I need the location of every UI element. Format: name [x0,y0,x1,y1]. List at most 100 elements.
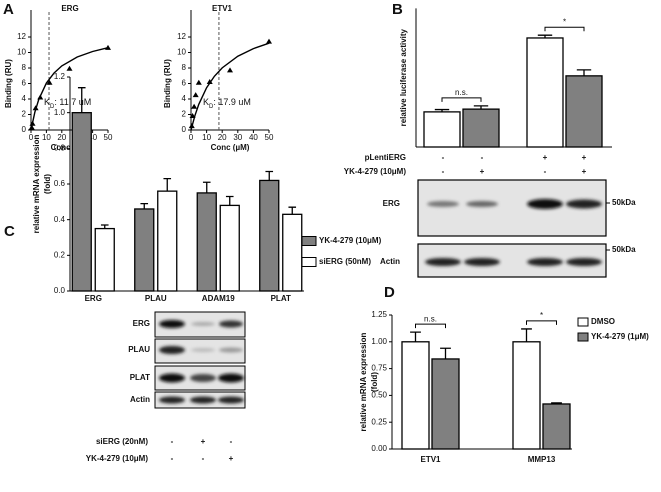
error-bar [473,105,489,110]
significance-label: * [563,17,566,26]
bar [401,341,430,450]
kd-value: : 17.9 uM [213,97,251,107]
blot-label: Actin [380,257,400,266]
x-tick-label: 20 [57,133,66,142]
y-tick-label: 0.4 [54,215,66,224]
x-tick-label: 0 [189,133,194,142]
bar [94,227,115,292]
condition-label: pLentiERG [365,153,406,162]
y-tick-label: 2 [182,110,187,119]
condition-sign: - [442,167,445,176]
y-tick-label: 12 [17,32,26,41]
y-tick-label: 0.2 [54,250,66,259]
legend-swatch [301,257,317,267]
x-tick-label: 0 [29,133,34,142]
y-axis-label: relative mRNA expression [359,332,368,431]
x-tick-label: 50 [265,133,274,142]
y-tick-label: 0.8 [54,143,66,152]
x-tick-label: ERG [85,294,102,303]
y-tick-label: 10 [17,48,26,57]
panel-label: C [4,223,15,240]
condition-label: YK-4-279 (10μM) [344,167,407,176]
y-tick-label: 1.25 [371,310,387,319]
y-axis-label: (fold) [370,372,379,392]
y-tick-label: 0 [22,125,27,134]
legend-label: DMSO [591,317,615,326]
significance-label: n.s. [424,314,437,323]
data-point [192,92,199,98]
y-tick-label: 12 [177,32,186,41]
data-point [195,79,202,85]
bar [134,208,155,292]
y-tick-label: 0.50 [371,391,387,400]
x-tick-label: 50 [104,133,113,142]
significance-bracket [544,26,585,32]
data-point [46,79,53,85]
bar [462,108,500,148]
condition-label: siERG (20nM) [96,437,148,446]
y-tick-label: 8 [182,63,187,72]
condition-sign: + [582,153,587,162]
panel-label: D [384,284,395,301]
y-axis-label: relative mRNA expression [32,134,41,233]
error-bar [410,331,421,342]
y-tick-label: 0.75 [371,364,387,373]
size-marker: 50kDa [612,245,636,254]
data-point [189,113,196,119]
x-axis-label: Conc (µM) [211,143,250,152]
legend-swatch [577,332,589,342]
data-point [206,78,213,84]
data-point [266,38,272,44]
chart-title: ERG [61,4,78,13]
error-bar [537,34,553,38]
y-tick-label: 2 [22,110,27,119]
data-point [105,44,111,50]
error-bar [265,170,274,181]
error-bar [440,347,451,359]
error-bar [521,328,532,342]
kd-subscript: D [209,104,214,110]
y-tick-label: 1.2 [54,72,66,81]
data-point [66,65,73,71]
error-bar [551,402,562,404]
condition-sign: - [171,437,174,446]
condition-label: YK-4-279 (10μM) [86,454,149,463]
bar [542,403,571,450]
data-point [32,105,39,111]
blot-label: ERG [133,319,150,328]
x-tick-label: 10 [202,133,211,142]
blot-label: ERG [383,199,400,208]
y-tick-label: 6 [22,79,27,88]
bar [196,192,217,292]
y-tick-label: 0.00 [371,444,387,453]
significance-bracket [441,97,482,102]
y-tick-label: 0.25 [371,417,387,426]
chart-title: ETV1 [212,4,233,13]
error-bar [202,181,211,193]
x-tick-label: 30 [233,133,242,142]
bar [512,341,541,450]
kd-annotation: KD: 11.7 uM [44,97,91,109]
y-tick-label: 0.6 [54,179,66,188]
y-tick-label: 0 [182,125,187,134]
x-tick-label: 20 [218,133,227,142]
condition-sign: - [442,153,445,162]
blot-label: PLAU [128,345,150,354]
condition-sign: + [582,167,587,176]
y-axis-label: relative luciferase activity [399,28,408,126]
data-point [37,94,44,100]
y-tick-label: 4 [182,94,187,103]
condition-sign: - [171,454,174,463]
y-tick-label: 1.0 [54,108,66,117]
legend-label: YK-4-279 (1μM) [591,332,649,341]
kd-symbol: K [44,97,50,107]
western-blot [154,311,246,409]
y-tick-label: 8 [22,63,27,72]
significance-bracket [526,320,557,325]
significance-label: * [540,311,543,320]
error-bar [225,195,234,206]
data-point [188,123,195,129]
condition-sign: - [544,167,547,176]
error-bar [100,224,109,229]
y-tick-label: 0.0 [54,286,66,295]
